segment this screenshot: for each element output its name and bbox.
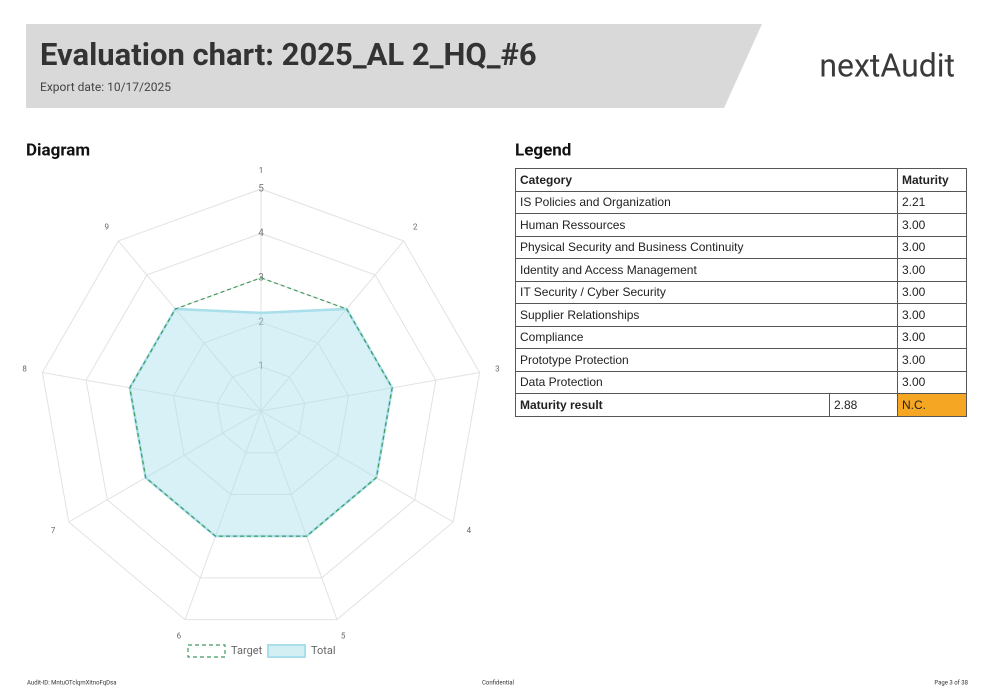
header-band — [26, 24, 762, 108]
maturity-cell: 3.00 — [897, 280, 967, 304]
grid-ring — [216, 366, 306, 454]
grid-ring — [41, 188, 481, 621]
table-row: Prototype Protection 3.00 — [515, 348, 967, 372]
legend-label: Total — [311, 644, 336, 657]
header-cell: Category — [515, 168, 898, 192]
r-tick-label: 5 — [258, 184, 264, 195]
maturity-cell: 3.00 — [897, 213, 967, 237]
maturity-cell: 3.00 — [897, 325, 967, 349]
category-cell: Physical Security and Business Continuit… — [515, 235, 898, 259]
r-tick-label: 1 — [258, 361, 264, 372]
axis-label: 9 — [104, 222, 109, 231]
axis-label: 8 — [22, 364, 27, 373]
axis-label: 1 — [259, 166, 264, 175]
r-tick-label: 4 — [258, 228, 264, 239]
maturity-cell: 3.00 — [897, 348, 967, 372]
axis-label: 6 — [177, 632, 182, 641]
spoke — [260, 410, 338, 620]
category-cell: Compliance — [515, 325, 898, 349]
table-row: Data Protection 3.00 — [515, 370, 967, 394]
axis-label: 2 — [413, 222, 418, 231]
table-row: Physical Security and Business Continuit… — [515, 235, 967, 259]
table-header: Category Maturity — [515, 168, 967, 192]
maturity-cell: 2.21 — [897, 190, 967, 214]
grid-ring — [173, 321, 349, 495]
axis-label: 3 — [495, 364, 500, 373]
legend-heading: Legend — [515, 140, 571, 160]
table-row: Human Ressources 3.00 — [515, 213, 967, 237]
series-area — [128, 307, 394, 538]
axis-label: 7 — [51, 526, 56, 535]
category-cell: IS Policies and Organization — [515, 190, 898, 214]
logo: nextAudit — [819, 46, 955, 84]
legend-swatch — [187, 644, 226, 658]
diagram-heading: Diagram — [26, 140, 90, 160]
result-label: Maturity result — [515, 393, 830, 417]
maturity-cell: 3.00 — [897, 258, 967, 282]
legend-label: Target — [231, 644, 263, 657]
page-number: Page 3 of 38 — [934, 680, 968, 687]
category-cell: Data Protection — [515, 370, 898, 394]
result-row: Maturity result 2.88 N.C. — [515, 393, 967, 417]
category-cell: Human Ressources — [515, 213, 898, 237]
table-row: Supplier Relationships 3.00 — [515, 303, 967, 327]
result-value: 2.88 — [829, 393, 898, 417]
grid-ring — [85, 232, 437, 579]
axis-label: 4 — [467, 526, 472, 535]
legend-table: Category Maturity IS Policies and Organi… — [515, 168, 967, 417]
r-tick-label: 2 — [258, 317, 264, 328]
legend-swatch — [267, 644, 306, 658]
maturity-cell: 3.00 — [897, 303, 967, 327]
spoke — [42, 371, 262, 412]
category-cell: Supplier Relationships — [515, 303, 898, 327]
axis-label: 5 — [341, 632, 346, 641]
audit-id: Audit-ID: MntuOTclqmXitnoFqDsa — [27, 680, 116, 687]
spoke — [117, 240, 262, 412]
maturity-cell: 3.00 — [897, 370, 967, 394]
table-body: IS Policies and Organization 2.21 Human Re… — [515, 190, 967, 394]
confidential: Confidential — [482, 680, 514, 687]
table-row: Compliance 3.00 — [515, 325, 967, 349]
category-cell: Identity and Access Management — [515, 258, 898, 282]
header-cell: Maturity — [897, 168, 967, 192]
category-cell: Prototype Protection — [515, 348, 898, 372]
series-area — [129, 277, 393, 537]
table-row: IS Policies and Organization 2.21 — [515, 190, 967, 214]
maturity-cell: 3.00 — [897, 235, 967, 259]
table-row: IT Security / Cyber Security 3.00 — [515, 280, 967, 304]
export-date: Export date: 10/17/2025 — [40, 80, 171, 94]
table-row: Identity and Access Management 3.00 — [515, 258, 967, 282]
result-rating: N.C. — [897, 393, 967, 417]
spoke — [260, 371, 480, 412]
spoke — [184, 410, 262, 620]
spoke — [260, 240, 405, 412]
spoke — [260, 410, 454, 523]
category-cell: IT Security / Cyber Security — [515, 280, 898, 304]
title: Evaluation chart: 2025_AL 2_HQ_#6 — [40, 36, 537, 73]
spoke — [68, 410, 262, 523]
